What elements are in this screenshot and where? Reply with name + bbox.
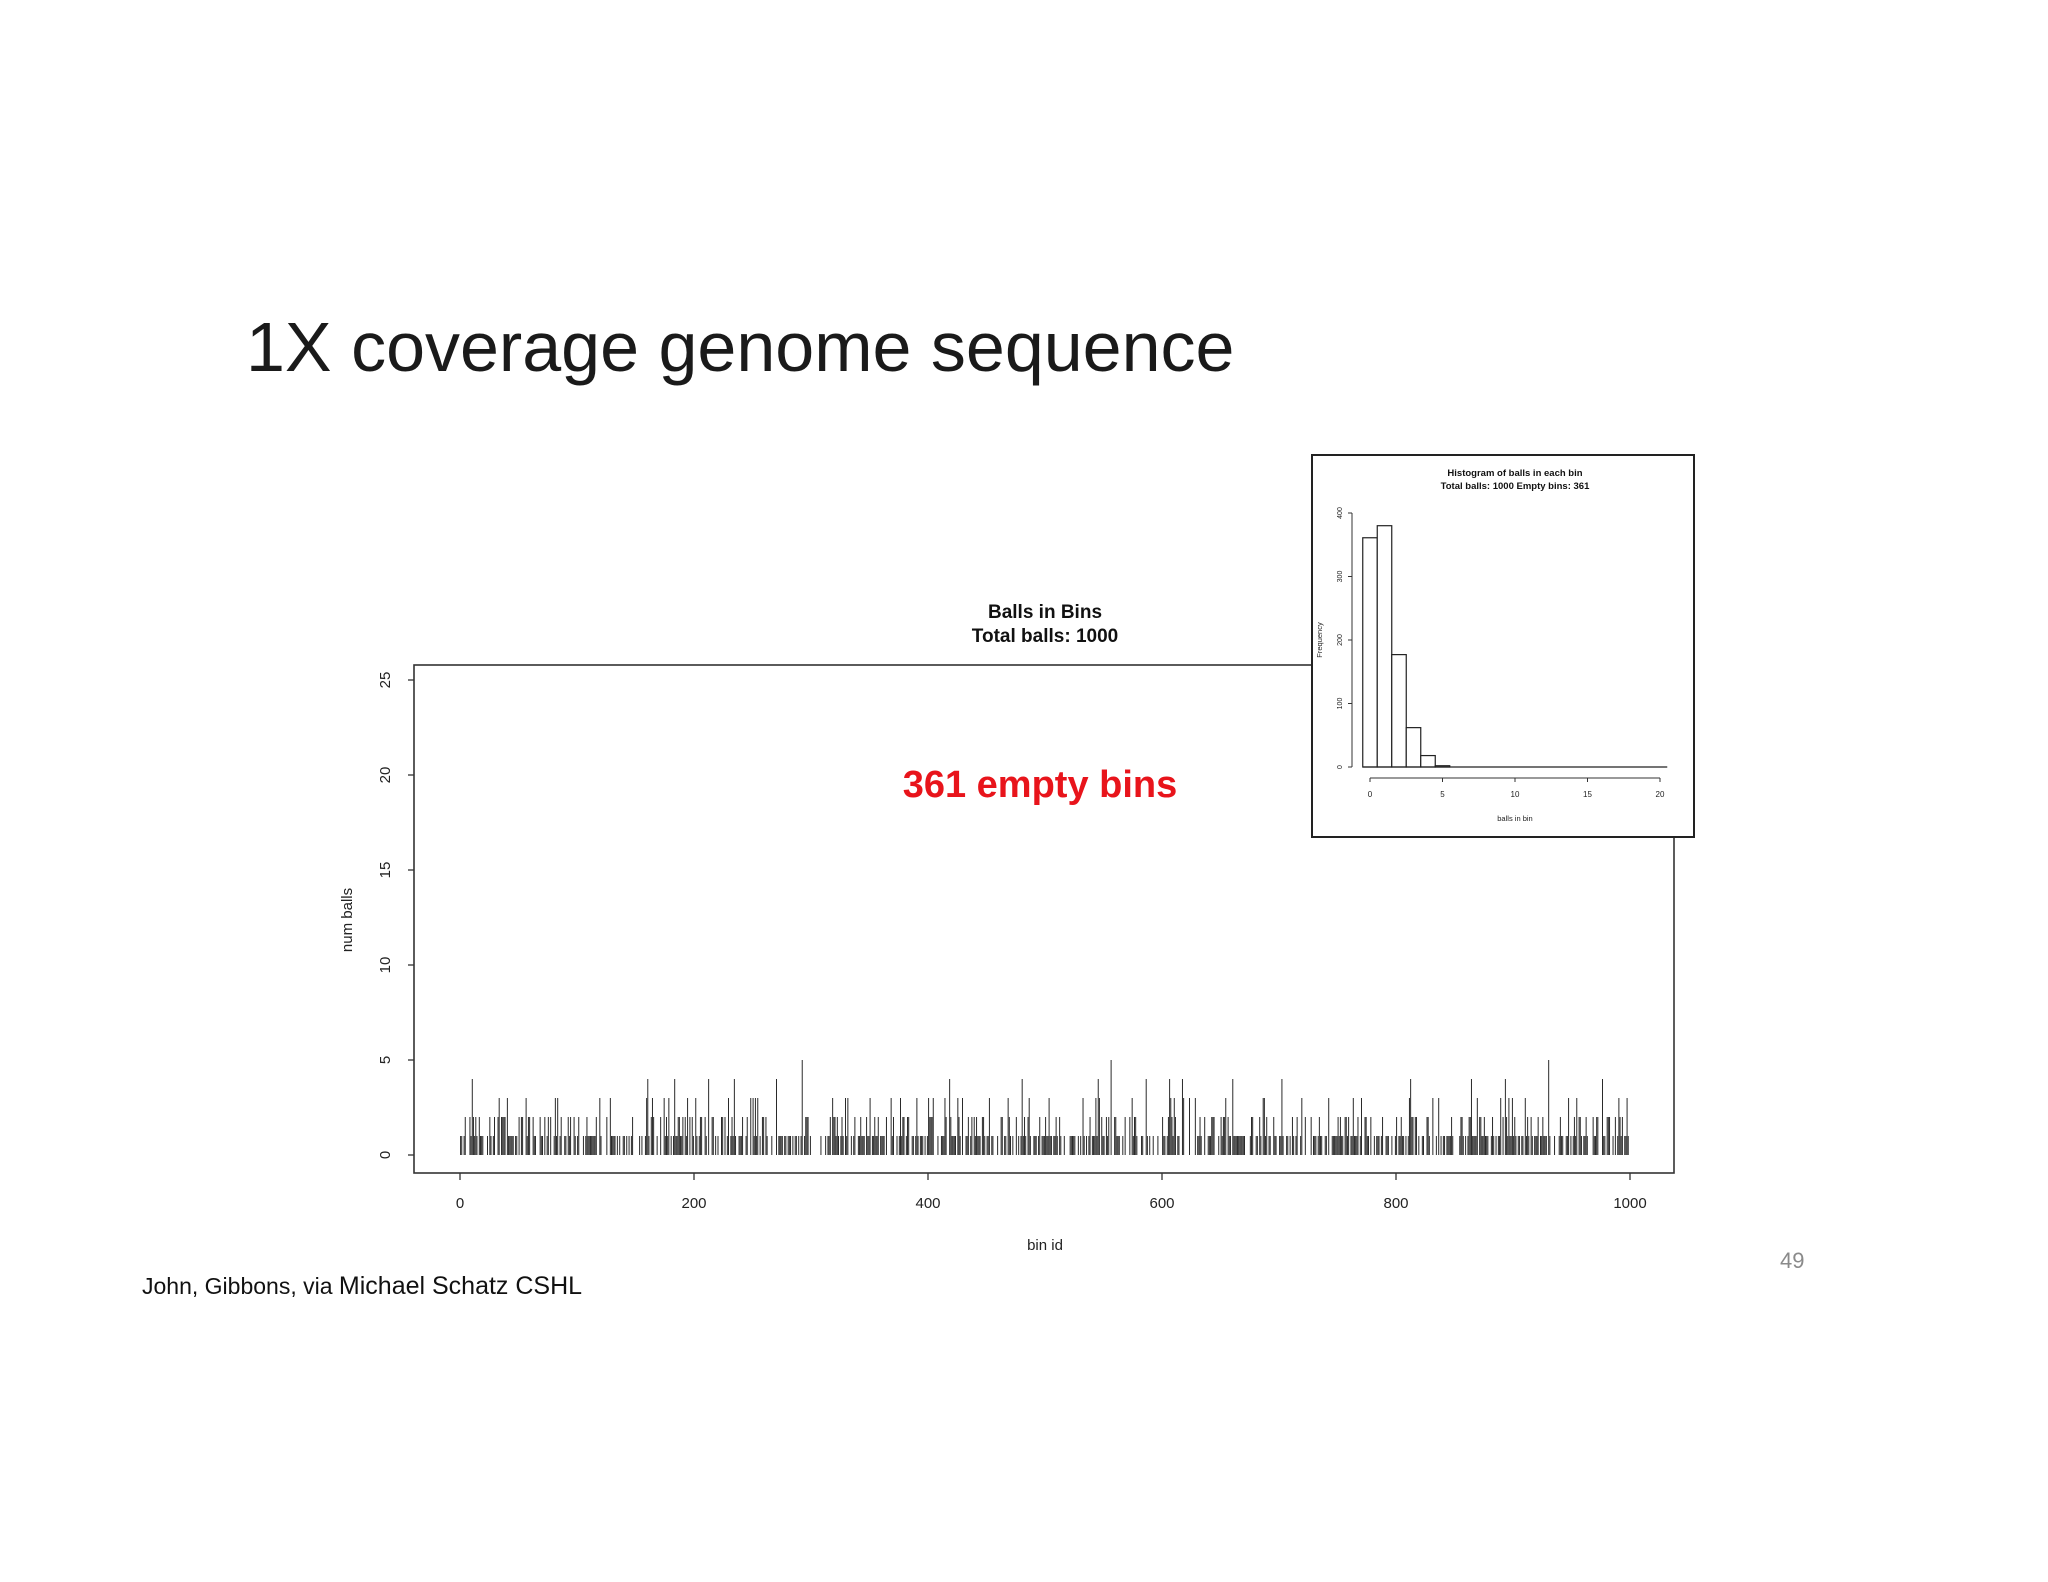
histogram-bar xyxy=(1405,727,1422,768)
inset-y-tick-300: 300 xyxy=(1337,571,1352,583)
y-tick-5: 5 xyxy=(377,1056,414,1064)
main-y-label: num balls xyxy=(339,888,356,952)
inset-y-axis: 0 100 200 300 400 xyxy=(1337,507,1352,769)
citation-source: Michael Schatz CSHL xyxy=(338,1272,583,1300)
inset-y-tick-400: 400 xyxy=(1337,507,1352,519)
x-tick-800: 800 xyxy=(1383,1173,1409,1212)
main-bars xyxy=(460,1060,1629,1155)
inset-x-label: balls in bin xyxy=(1497,814,1532,823)
inset-x-tick-0: 0 xyxy=(1368,778,1373,799)
x-tick-label: 1000 xyxy=(1613,1195,1646,1212)
y-tick-10: 10 xyxy=(377,957,414,974)
y-tick-label: 0 xyxy=(377,1151,394,1159)
histogram-bar xyxy=(1376,525,1393,768)
main-chart-subtitle: Total balls: 1000 xyxy=(972,626,1118,647)
y-tick-label: 5 xyxy=(377,1056,394,1064)
inset-x-tick-20: 20 xyxy=(1656,778,1665,799)
inset-x-axis: 0 5 10 15 20 xyxy=(1368,778,1665,799)
inset-x-tick-label: 10 xyxy=(1511,790,1520,799)
x-tick-label: 400 xyxy=(915,1195,940,1212)
main-plot-frame xyxy=(413,664,1675,1174)
y-tick-label: 10 xyxy=(377,957,394,974)
x-tick-400: 400 xyxy=(915,1173,941,1212)
x-tick-label: 600 xyxy=(1149,1195,1174,1212)
citation-prefix: John, Gibbons, via xyxy=(142,1273,339,1299)
inset-x-tick-15: 15 xyxy=(1583,778,1592,799)
y-tick-0: 0 xyxy=(377,1151,414,1159)
inset-y-tick-100: 100 xyxy=(1337,698,1352,710)
y-tick-15: 15 xyxy=(377,862,414,879)
inset-x-tick-5: 5 xyxy=(1440,778,1445,799)
inset-y-tick-label: 400 xyxy=(1337,507,1344,519)
page-number: 49 xyxy=(1780,1248,1805,1273)
y-tick-20: 20 xyxy=(377,767,414,784)
inset-histogram: Histogram of balls in each bin Total bal… xyxy=(1311,454,1695,838)
main-y-axis: 0 5 10 15 20 25 xyxy=(377,672,414,1159)
inset-y-tick-label: 300 xyxy=(1337,571,1344,583)
main-x-axis: 0 200 400 600 800 1000 xyxy=(456,1173,1647,1212)
x-tick-1000: 1000 xyxy=(1613,1173,1647,1212)
main-x-label: bin id xyxy=(1027,1237,1063,1254)
citation: John, Gibbons, via Michael Schatz CSHL xyxy=(142,1272,582,1301)
main-chart: Balls in Bins Total balls: 1000 0 5 10 1… xyxy=(339,602,1675,1254)
inset-subtitle: Total balls: 1000 Empty bins: 361 xyxy=(1441,481,1590,492)
y-tick-label: 20 xyxy=(377,767,394,784)
inset-y-tick-label: 0 xyxy=(1337,765,1344,769)
inset-x-tick-label: 20 xyxy=(1656,790,1665,799)
main-chart-title: Balls in Bins xyxy=(988,602,1102,623)
slide-title: 1X coverage genome sequence xyxy=(246,308,1235,386)
x-tick-label: 800 xyxy=(1383,1195,1408,1212)
y-tick-label: 15 xyxy=(377,862,394,879)
histogram-bar xyxy=(1420,754,1436,768)
inset-y-label: Frequency xyxy=(1315,622,1324,658)
inset-x-tick-label: 0 xyxy=(1368,790,1373,799)
histogram-bar xyxy=(1391,654,1407,768)
x-tick-600: 600 xyxy=(1149,1173,1175,1212)
inset-y-tick-200: 200 xyxy=(1337,634,1352,646)
y-tick-25: 25 xyxy=(377,672,414,689)
histogram-bar xyxy=(1362,537,1378,768)
inset-title: Histogram of balls in each bin xyxy=(1447,468,1582,479)
x-tick-label: 0 xyxy=(456,1195,464,1212)
y-tick-label: 25 xyxy=(377,672,394,689)
inset-y-tick-0: 0 xyxy=(1337,765,1352,769)
inset-x-tick-10: 10 xyxy=(1511,778,1520,799)
x-tick-0: 0 xyxy=(456,1173,464,1212)
inset-bars xyxy=(1362,525,1668,768)
x-tick-200: 200 xyxy=(681,1173,707,1212)
inset-x-tick-label: 15 xyxy=(1583,790,1592,799)
x-tick-label: 200 xyxy=(681,1195,706,1212)
inset-x-tick-label: 5 xyxy=(1440,790,1445,799)
inset-y-tick-label: 100 xyxy=(1337,698,1344,710)
empty-bins-annotation: 361 empty bins xyxy=(903,764,1178,806)
inset-y-tick-label: 200 xyxy=(1337,634,1344,646)
